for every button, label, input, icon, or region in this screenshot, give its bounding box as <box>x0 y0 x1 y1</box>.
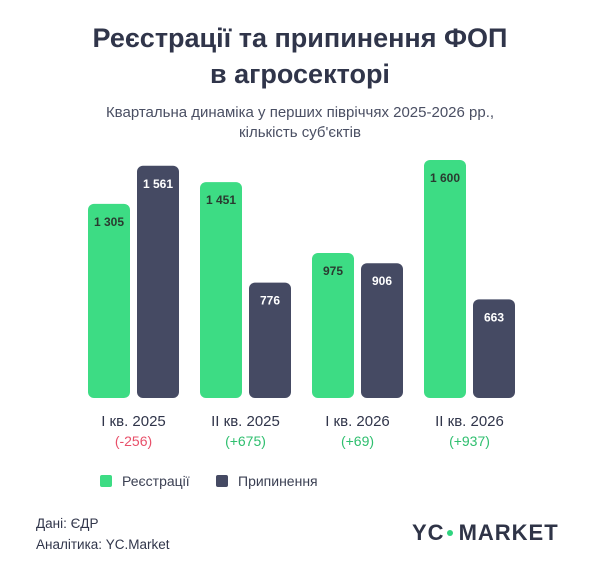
data-label-terminations-2: 906 <box>372 274 392 288</box>
chart-title-line2: в агросекторі <box>210 59 390 89</box>
category-label-0: I кв. 2025 <box>101 413 166 430</box>
difference-label-3: (+937) <box>449 433 490 449</box>
bar-terminations-2 <box>361 263 403 398</box>
category-label-2: I кв. 2026 <box>325 413 390 430</box>
legend-label-registrations: Реєстрації <box>122 473 190 489</box>
category-label-1: II кв. 2025 <box>211 413 280 430</box>
data-label-registrations-3: 1 600 <box>430 171 460 185</box>
data-label-terminations-0: 1 561 <box>143 177 173 191</box>
bar-registrations-0 <box>88 203 130 398</box>
category-label-3: II кв. 2026 <box>435 413 504 430</box>
chart-subtitle-line1: Квартальна динаміка у перших півріччях 2… <box>105 104 495 121</box>
bar-chart: 1 305 1 561 I кв. 2025 (-256) 1 451 776 II кв.… <box>88 160 515 449</box>
legend-swatch-registrations <box>100 475 112 487</box>
data-label-registrations-2: 975 <box>323 264 343 278</box>
source-analytics: Аналітика: YC.Market <box>36 537 170 552</box>
bar-terminations-3 <box>473 299 515 398</box>
logo-text-market: MARKET <box>458 520 559 545</box>
data-label-terminations-3: 663 <box>484 310 504 324</box>
logo-text-yc: YC <box>412 520 445 545</box>
chart-title: Реєстрації та припинення ФОП в агросекто… <box>0 20 600 92</box>
legend-label-terminations: Припинення <box>238 473 318 489</box>
legend-item-terminations: Припинення <box>216 473 318 489</box>
difference-label-1: (+675) <box>225 433 266 449</box>
bar-registrations-3 <box>424 160 466 398</box>
chart-title-line1: Реєстрації та припинення ФОП <box>92 23 508 53</box>
logo-dot-icon <box>446 530 453 536</box>
difference-label-2: (+69) <box>341 433 374 449</box>
source-note: Дані: ЄДР Аналітика: YC.Market <box>36 513 170 555</box>
source-data: Дані: ЄДР <box>36 516 99 531</box>
data-label-registrations-1: 1 451 <box>206 193 236 207</box>
bar-registrations-2 <box>312 252 354 398</box>
data-label-registrations-0: 1 305 <box>94 215 124 229</box>
data-label-terminations-1: 776 <box>260 294 280 308</box>
chart-subtitle-line2: кількість суб'єктів <box>239 124 361 141</box>
legend: Реєстрації Припинення <box>0 473 600 493</box>
chart-subtitle: Квартальна динаміка у перших півріччях 2… <box>0 103 600 143</box>
legend-swatch-terminations <box>216 475 228 487</box>
difference-label-0: (-256) <box>115 433 152 449</box>
bar-terminations-0 <box>137 165 179 398</box>
bar-terminations-1 <box>249 282 291 398</box>
legend-item-registrations: Реєстрації <box>100 473 190 489</box>
yc-market-logo: YC MARKET <box>412 520 572 546</box>
bar-registrations-1 <box>200 182 242 398</box>
